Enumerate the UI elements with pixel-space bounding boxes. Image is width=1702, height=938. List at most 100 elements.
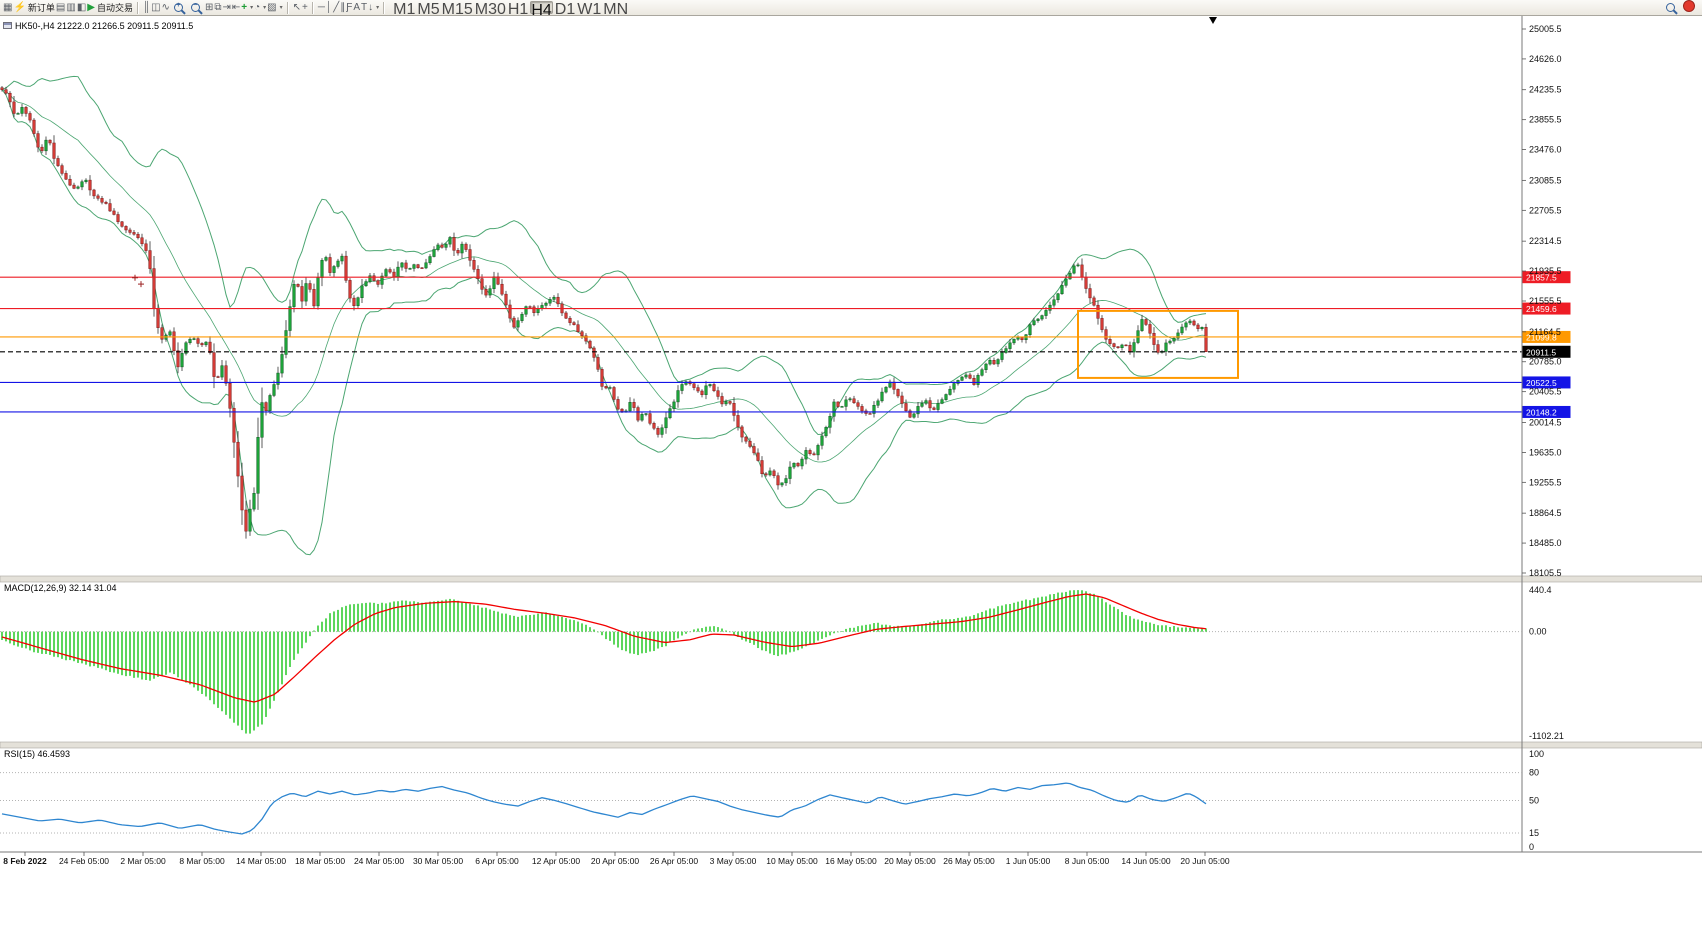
svg-text:23085.5: 23085.5 bbox=[1529, 175, 1562, 185]
price-hline-21857.5[interactable]: 21857.5 bbox=[0, 271, 1571, 284]
svg-text:20 May 05:00: 20 May 05:00 bbox=[884, 856, 936, 866]
record-icon[interactable] bbox=[1679, 0, 1699, 17]
bar-chart-icon[interactable]: ║ bbox=[143, 2, 151, 13]
cursor-icon[interactable]: ↖ bbox=[292, 2, 302, 13]
macd-panel: 440.4 0.00 -1102.21 bbox=[0, 585, 1564, 741]
svg-text:25005.5: 25005.5 bbox=[1529, 24, 1562, 34]
text-label-icon[interactable]: T bbox=[361, 2, 368, 13]
zoom-in-icon[interactable]: + bbox=[171, 1, 187, 15]
navigator-icon[interactable]: ◧ bbox=[76, 2, 87, 13]
price-hline-21459.6[interactable]: 21459.6 bbox=[0, 302, 1571, 315]
macd-signal-line bbox=[1, 593, 1207, 703]
macd-indicator-label: MACD(12,26,9) 32.14 31.04 bbox=[4, 583, 117, 593]
svg-text:6 Apr 05:00: 6 Apr 05:00 bbox=[475, 856, 519, 866]
zoom-out-icon[interactable]: − bbox=[188, 1, 204, 15]
svg-text:18 Mar 05:00: 18 Mar 05:00 bbox=[295, 856, 345, 866]
svg-text:20014.5: 20014.5 bbox=[1529, 417, 1562, 427]
svg-text:-1102.21: -1102.21 bbox=[1529, 731, 1564, 741]
price-hline-20148.2[interactable]: 20148.2 bbox=[0, 405, 1571, 418]
period-icon[interactable]: ◔ ▾ bbox=[254, 2, 267, 13]
svg-text:20911.5: 20911.5 bbox=[1526, 347, 1556, 357]
crosshair-icon[interactable]: + bbox=[302, 2, 308, 13]
svg-text:20 Apr 05:00: 20 Apr 05:00 bbox=[591, 856, 639, 866]
timeframe-h1[interactable]: H1 bbox=[507, 1, 529, 18]
auto-trading-button[interactable]: ▶ 自动交易 bbox=[87, 2, 133, 13]
price-hline-21099.8[interactable]: 21099.8 bbox=[0, 330, 1571, 343]
svg-text:21164.5: 21164.5 bbox=[1529, 327, 1561, 337]
chart-shift-icon[interactable]: ⇤ bbox=[231, 2, 241, 13]
search-icon[interactable] bbox=[1662, 1, 1678, 15]
svg-text:100: 100 bbox=[1529, 749, 1544, 759]
svg-text:30 Mar 05:00: 30 Mar 05:00 bbox=[413, 856, 463, 866]
trendline-icon[interactable]: ╱ bbox=[333, 2, 340, 13]
svg-text:21099.8: 21099.8 bbox=[1526, 332, 1557, 342]
rsi-indicator-label: RSI(15) 46.4593 bbox=[4, 749, 71, 759]
candlestick-chart-icon[interactable]: ◫ bbox=[151, 2, 161, 13]
vertical-line-icon[interactable]: │ bbox=[325, 2, 333, 13]
bar-position-marker bbox=[1209, 17, 1217, 24]
price-hline-20522.5[interactable]: 20522.5 bbox=[0, 376, 1571, 389]
timeframe-m5[interactable]: M5 bbox=[417, 1, 440, 18]
svg-text:26 May 05:00: 26 May 05:00 bbox=[943, 856, 995, 866]
price-hline-20911.5[interactable]: 20911.5 bbox=[0, 345, 1571, 358]
horizontal-line-icon[interactable]: ─ bbox=[317, 2, 325, 13]
svg-text:10 May 05:00: 10 May 05:00 bbox=[766, 856, 818, 866]
svg-text:8 Jun 05:00: 8 Jun 05:00 bbox=[1065, 856, 1110, 866]
svg-text:440.4: 440.4 bbox=[1529, 585, 1552, 595]
add-indicator-icon[interactable]: + ▾ bbox=[241, 2, 254, 13]
candlesticks bbox=[0, 85, 1208, 539]
chart-screenshot-icon[interactable]: ▤ bbox=[55, 2, 66, 13]
fibonacci-icon[interactable]: Ƒ bbox=[346, 2, 353, 13]
price-axis[interactable]: 25005.5 24626.0 24235.5 23855.5 23476.0 23085… bbox=[1521, 16, 1562, 852]
svg-text:0: 0 bbox=[1529, 842, 1534, 852]
template-icon[interactable]: ▨ ▾ bbox=[267, 2, 283, 13]
svg-text:22314.5: 22314.5 bbox=[1529, 236, 1562, 246]
timeframe-h4[interactable]: H4 bbox=[530, 1, 553, 19]
svg-text:18105.5: 18105.5 bbox=[1529, 568, 1562, 578]
time-axis[interactable]: 8 Feb 2022 24 Feb 05:00 2 Mar 05:00 8 Mar 0… bbox=[0, 851, 1702, 866]
svg-text:20405.5: 20405.5 bbox=[1529, 387, 1562, 397]
svg-text:21555.5: 21555.5 bbox=[1529, 296, 1562, 306]
timeframe-d1[interactable]: D1 bbox=[554, 1, 576, 18]
timeframe-m15[interactable]: M15 bbox=[441, 1, 473, 18]
toolbar-separator bbox=[311, 1, 314, 14]
svg-text:19255.5: 19255.5 bbox=[1529, 477, 1562, 487]
svg-text:20148.2: 20148.2 bbox=[1526, 407, 1557, 417]
toolbar-separator bbox=[137, 1, 139, 14]
cascade-windows-icon[interactable]: ⧉ bbox=[214, 2, 222, 13]
channel-icon[interactable]: ∥ bbox=[340, 2, 346, 13]
text-icon[interactable]: A bbox=[353, 2, 361, 13]
svg-text:1 Jun 05:00: 1 Jun 05:00 bbox=[1006, 856, 1051, 866]
svg-text:20 Jun 05:00: 20 Jun 05:00 bbox=[1180, 856, 1229, 866]
tile-windows-icon[interactable]: ⊞ bbox=[204, 2, 214, 13]
svg-text:14 Jun 05:00: 14 Jun 05:00 bbox=[1121, 856, 1170, 866]
auto-scroll-icon[interactable]: ⇥ bbox=[222, 2, 231, 13]
svg-text:23855.5: 23855.5 bbox=[1529, 115, 1562, 125]
cross-markers[interactable] bbox=[132, 274, 144, 288]
timeframe-toolbar: M1 M5 M15 M30 H1 H4 D1 W1 MN bbox=[393, 1, 629, 19]
symbol-ohlc-info: HK50-,H4 21222.0 21266.5 20911.5 20911.5 bbox=[15, 21, 194, 31]
svg-text:24 Mar 05:00: 24 Mar 05:00 bbox=[354, 856, 404, 866]
chart-window-icon[interactable]: ▦ bbox=[3, 2, 13, 13]
timeframe-w1[interactable]: W1 bbox=[577, 1, 602, 18]
timeframe-m30[interactable]: M30 bbox=[474, 1, 506, 18]
consolidation-box[interactable] bbox=[1077, 309, 1239, 379]
svg-text:8 Mar 05:00: 8 Mar 05:00 bbox=[179, 856, 225, 866]
svg-text:20522.5: 20522.5 bbox=[1526, 378, 1557, 388]
svg-text:2 Mar 05:00: 2 Mar 05:00 bbox=[120, 856, 166, 866]
svg-text:14 Mar 05:00: 14 Mar 05:00 bbox=[236, 856, 286, 866]
chart-restore-icon[interactable] bbox=[3, 22, 12, 29]
macd-histogram bbox=[1, 590, 1207, 734]
toolbar-separator bbox=[286, 1, 289, 14]
new-order-button[interactable]: ⚡ 新订单 bbox=[13, 2, 55, 13]
market-watch-icon[interactable]: ▥ bbox=[66, 2, 76, 13]
line-chart-icon[interactable]: ∿ bbox=[161, 2, 170, 13]
svg-text:23476.0: 23476.0 bbox=[1529, 145, 1562, 155]
arrows-icon[interactable]: ↓ ▾ bbox=[368, 2, 380, 13]
panel-separators[interactable] bbox=[0, 575, 1702, 749]
svg-text:15: 15 bbox=[1529, 828, 1539, 838]
timeframe-m1[interactable]: M1 bbox=[393, 1, 416, 18]
timeframe-mn[interactable]: MN bbox=[603, 1, 629, 18]
